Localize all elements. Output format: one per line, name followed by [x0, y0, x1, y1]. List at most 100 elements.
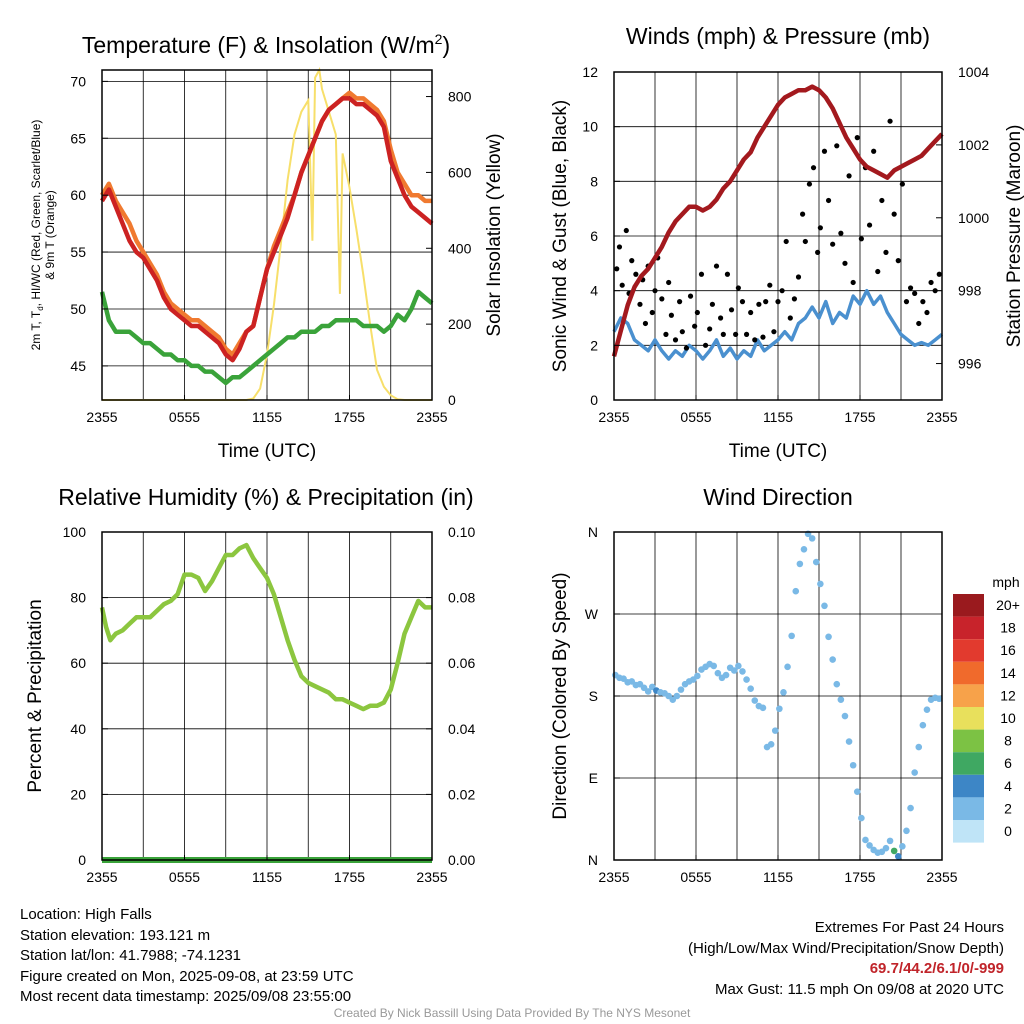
y-tick-label: 65 [70, 130, 86, 146]
gust-point [614, 266, 620, 272]
latlon-text: Station lat/lon: 41.7988; -74.1231 [20, 947, 242, 964]
elevation-text: Station elevation: 193.121 m [20, 926, 211, 944]
colorbar-swatch [953, 684, 984, 707]
speed-colorbar: 20+ 18 16 14 12 10 8 6 4 2 0 [953, 594, 1020, 843]
y-tick-label: 6 [590, 228, 598, 244]
direction-point [845, 738, 853, 745]
direction-series [612, 530, 943, 860]
x-tick-label: 1155 [763, 409, 793, 425]
direction-point [853, 788, 861, 795]
gust-point [771, 329, 777, 335]
y2-tick-label: 0.10 [448, 524, 475, 540]
gust-point [709, 301, 716, 307]
direction-point [644, 688, 652, 695]
colorbar-swatch [953, 639, 984, 662]
gust-point [735, 285, 741, 291]
y2-tick-label: 1000 [958, 210, 989, 226]
max-gust-text: Max Gust: 11.5 mph On 09/08 at 2020 UTC [714, 980, 1004, 998]
colorbar-swatch [953, 594, 984, 617]
direction-panel: Wind Direction 2355 0555 1155 1755 2355NESWN… [550, 484, 1020, 885]
y-tick-label: W [585, 606, 599, 622]
gust-point [838, 230, 844, 236]
gust-point [728, 307, 735, 313]
direction-point [911, 769, 918, 776]
y-tick-label: 12 [582, 64, 598, 80]
wind-left-axis-label: Sonic Wind & Gust (Blue, Black) [550, 100, 571, 372]
direction-point [919, 721, 927, 729]
gust-point [633, 271, 639, 277]
gust-point [679, 329, 685, 335]
gust-point [858, 236, 864, 242]
wind-panel: Winds (mph) & Pressure (mb) 2355 0555 1155… [550, 23, 1024, 462]
station-info: Location: High Falls Station elevation: … [20, 905, 354, 1008]
y-tick-label: 100 [63, 524, 87, 540]
direction-point [771, 727, 779, 734]
gust-point [800, 211, 806, 217]
colorbar-label: 2 [1004, 800, 1012, 816]
temperature-series [99, 66, 434, 401]
y2-tick-label: 800 [448, 89, 472, 105]
x-tick-label: 1155 [252, 869, 282, 885]
colorbar-swatch [953, 616, 984, 640]
gust-point [698, 271, 705, 277]
gust-point [659, 296, 665, 302]
gust-point [802, 238, 808, 245]
wind-series [611, 84, 944, 361]
x-tick-label: 1155 [763, 869, 793, 885]
direction-point [776, 705, 783, 713]
direction-point [812, 558, 820, 566]
y-tick-label: 60 [70, 655, 86, 671]
y2-tick-label: 0.06 [448, 655, 475, 671]
gust-point [817, 225, 823, 231]
temperature-left-axis-label: 2m T, Td, HI/WC (Red, Green, Scarlet/Blu… [29, 120, 57, 351]
y-tick-label: 0 [78, 852, 86, 868]
direction-point [788, 632, 795, 640]
direction-point [808, 535, 816, 542]
gust-point [687, 293, 694, 299]
x-tick-label: 1155 [252, 409, 282, 425]
credit-line: Created By Nick Bassill Using Data Provi… [333, 1006, 691, 1020]
humidity-grid [102, 532, 432, 860]
x-tick-label: 0555 [169, 869, 200, 885]
colorbar-label: 20+ [996, 597, 1020, 613]
gust-point [739, 299, 746, 305]
direction-point [800, 546, 808, 553]
gust-point [806, 181, 813, 187]
gust-point [779, 288, 785, 294]
gust-point [763, 299, 769, 305]
gust-point [760, 334, 766, 340]
gust-point [619, 282, 625, 288]
direction-point [747, 685, 754, 693]
direction-point [817, 580, 824, 588]
colorbar-label: 16 [1000, 642, 1016, 658]
direction-point [751, 697, 759, 704]
gust-point [846, 173, 852, 179]
direction-point [841, 712, 849, 720]
y-tick-label: 80 [70, 590, 86, 606]
gust-point [713, 263, 720, 269]
direction-point [907, 804, 914, 812]
temperature-panel: Temperature (F) & Insolation (W/m2) 2355… [29, 31, 505, 462]
colorbar-label: 4 [1004, 778, 1012, 794]
gust-point [875, 268, 881, 275]
temperature-panel-title: Temperature (F) & Insolation (W/m2) [82, 31, 450, 58]
direction-point [890, 847, 898, 855]
gust-point [752, 337, 758, 343]
gust-point [907, 285, 914, 291]
x-tick-label: 1755 [334, 409, 365, 425]
extremes-description: (High/Low/Max Wind/Precipitation/Snow De… [688, 939, 1004, 957]
wind-panel-title: Winds (mph) & Pressure (mb) [626, 23, 930, 49]
humidity-panel-title: Relative Humidity (%) & Precipitation (i… [58, 484, 473, 510]
y-tick-label: 2 [590, 337, 598, 353]
extremes-title: Extremes For Past 24 Hours [814, 919, 1004, 936]
colorbar-swatch [953, 752, 984, 775]
direction-point [862, 836, 869, 844]
y2-tick-label: 998 [958, 283, 982, 299]
y-tick-label: S [589, 688, 598, 704]
direction-point [837, 696, 845, 703]
direction-point [694, 672, 701, 680]
direction-point [829, 656, 836, 663]
gust-point [899, 181, 905, 187]
colorbar-label: 12 [1000, 687, 1016, 703]
